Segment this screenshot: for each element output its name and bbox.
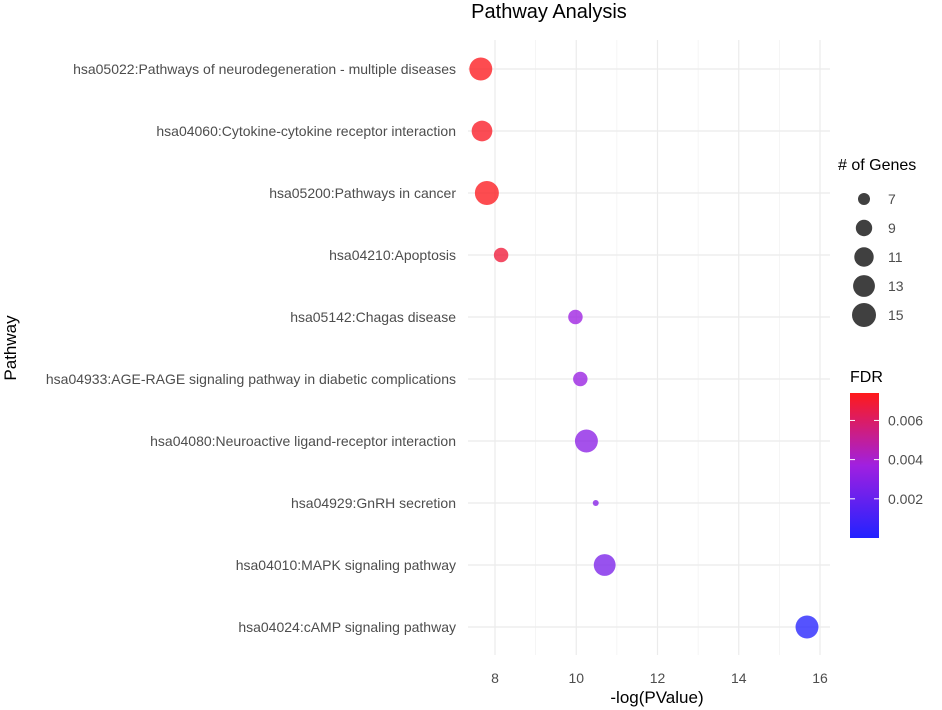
size-legend-key: [852, 303, 876, 327]
data-point: [471, 120, 493, 142]
size-legend-key: [858, 193, 870, 205]
y-axis-title: Pathway: [1, 315, 20, 381]
color-legend-label: 0.006: [888, 412, 923, 428]
size-legend-label: 7: [888, 191, 896, 207]
data-point: [474, 181, 499, 205]
x-tick-label: 12: [650, 670, 666, 686]
x-tick-label: 10: [568, 670, 584, 686]
pathway-label: hsa04080:Neuroactive ligand-receptor int…: [150, 433, 456, 449]
size-legend-key: [854, 247, 874, 267]
size-legend-label: 11: [888, 249, 903, 265]
data-point: [469, 57, 493, 81]
size-legend-label: 13: [888, 278, 904, 294]
size-legend-key: [855, 219, 873, 237]
data-point: [592, 500, 599, 506]
size-legend-title: # of Genes: [838, 157, 916, 174]
pathway-label: hsa04929:GnRH secretion: [291, 495, 456, 511]
pathway-label: hsa04933:AGE-RAGE signaling pathway in d…: [46, 371, 456, 387]
pathway-label: hsa04210:Apoptosis: [329, 247, 456, 263]
color-legend-bar: [850, 393, 879, 538]
pathway-label: hsa04010:MAPK signaling pathway: [236, 557, 456, 573]
data-point: [574, 429, 598, 453]
pathway-label: hsa05200:Pathways in cancer: [269, 185, 456, 201]
y-axis-labels: hsa05022:Pathways of neurodegeneration -…: [46, 61, 456, 635]
size-legend-label: 15: [888, 307, 904, 323]
plot-grid: [468, 40, 830, 655]
color-legend: FDR 0.002 0.004 0.006: [850, 369, 923, 538]
x-tick-label: 8: [491, 670, 499, 686]
color-legend-label: 0.004: [888, 452, 923, 468]
color-legend-label: 0.002: [888, 491, 923, 507]
data-point: [573, 371, 588, 387]
size-legend: # of Genes 7 9 11 13 15: [838, 157, 916, 327]
data-point: [568, 309, 583, 325]
x-axis-title: -log(PValue): [610, 688, 703, 707]
data-point: [593, 554, 616, 576]
x-axis-ticks: 8 10 12 14 16: [491, 670, 828, 686]
size-legend-label: 9: [888, 220, 896, 236]
data-points: [469, 57, 819, 639]
pathway-label: hsa04024:cAMP signaling pathway: [238, 619, 456, 635]
chart-title: Pathway Analysis: [471, 1, 627, 23]
pathway-label: hsa05022:Pathways of neurodegeneration -…: [73, 61, 456, 77]
x-tick-label: 16: [812, 670, 828, 686]
pathway-label: hsa05142:Chagas disease: [290, 309, 456, 325]
x-tick-label: 14: [731, 670, 747, 686]
size-legend-key: [853, 275, 875, 297]
pathway-label: hsa04060:Cytokine-cytokine receptor inte…: [156, 123, 456, 139]
color-legend-title: FDR: [850, 369, 883, 386]
data-point: [795, 615, 819, 639]
data-point: [493, 247, 509, 263]
